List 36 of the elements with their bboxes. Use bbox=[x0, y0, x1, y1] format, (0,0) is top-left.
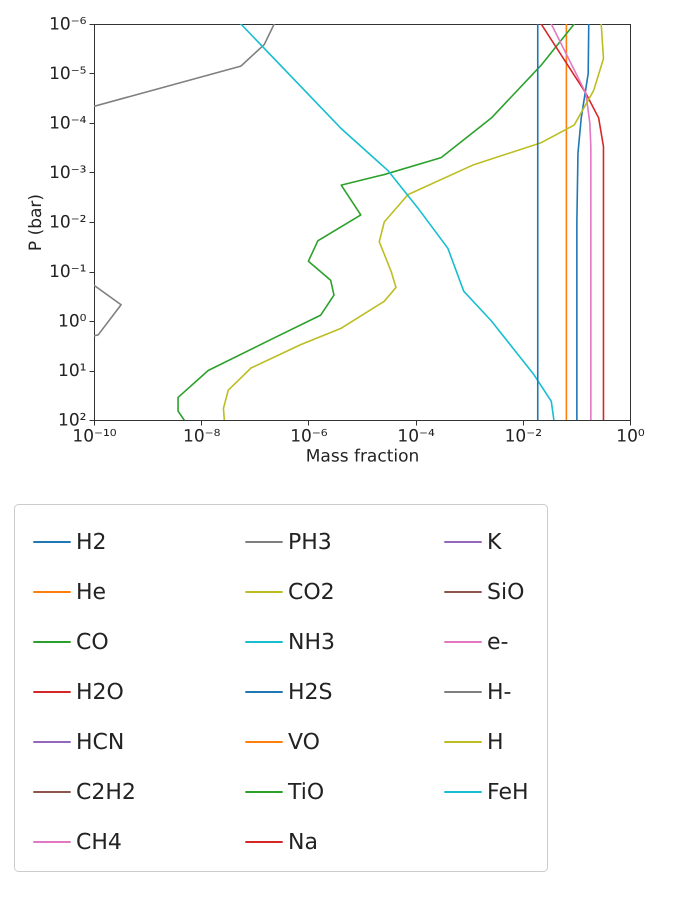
legend-label: CO bbox=[76, 630, 109, 655]
legend-label: VO bbox=[288, 730, 320, 755]
x-tick-label: 10⁰ bbox=[616, 426, 645, 446]
y-tick-label: 10⁻² bbox=[49, 212, 86, 232]
line-series bbox=[576, 24, 590, 420]
legend-label: H2S bbox=[288, 680, 333, 705]
legend-label: e- bbox=[487, 630, 508, 655]
y-tick-label: 10⁻³ bbox=[49, 163, 86, 183]
legend-label: He bbox=[76, 580, 106, 605]
y-tick-label: 10⁻⁵ bbox=[49, 64, 86, 84]
legend-label: CH4 bbox=[76, 830, 122, 855]
legend-label: H2O bbox=[76, 680, 124, 705]
legend-label: TiO bbox=[287, 780, 324, 805]
legend-label: NH3 bbox=[288, 630, 335, 655]
legend-label: K bbox=[487, 530, 502, 555]
legend-label: H bbox=[487, 730, 504, 755]
x-tick-label: 10⁻² bbox=[504, 426, 542, 446]
x-tick-label: 10⁻⁴ bbox=[397, 426, 435, 446]
y-tick-label: 10⁰ bbox=[58, 312, 87, 332]
legend-label: H2 bbox=[76, 530, 107, 555]
legend-label: FeH bbox=[487, 780, 529, 805]
y-tick-label: 10⁻⁴ bbox=[49, 114, 87, 134]
y-tick-label: 10⁻¹ bbox=[49, 262, 86, 282]
y-axis-title: P (bar) bbox=[26, 194, 46, 252]
legend-label: Na bbox=[288, 830, 318, 855]
x-tick-label: 10⁻⁸ bbox=[182, 426, 221, 446]
legend-label: PH3 bbox=[288, 530, 332, 555]
legend-label: HCN bbox=[76, 730, 124, 755]
x-tick-label: 10⁻⁶ bbox=[290, 426, 328, 446]
legend-label: CO2 bbox=[288, 580, 335, 605]
legend-label: C2H2 bbox=[76, 780, 136, 805]
x-axis-title: Mass fraction bbox=[306, 446, 420, 466]
legend-label: H- bbox=[487, 680, 512, 705]
y-tick-label: 10⁻⁶ bbox=[49, 14, 87, 34]
y-tick-label: 10¹ bbox=[58, 361, 86, 381]
legend-label: SiO bbox=[487, 580, 524, 605]
